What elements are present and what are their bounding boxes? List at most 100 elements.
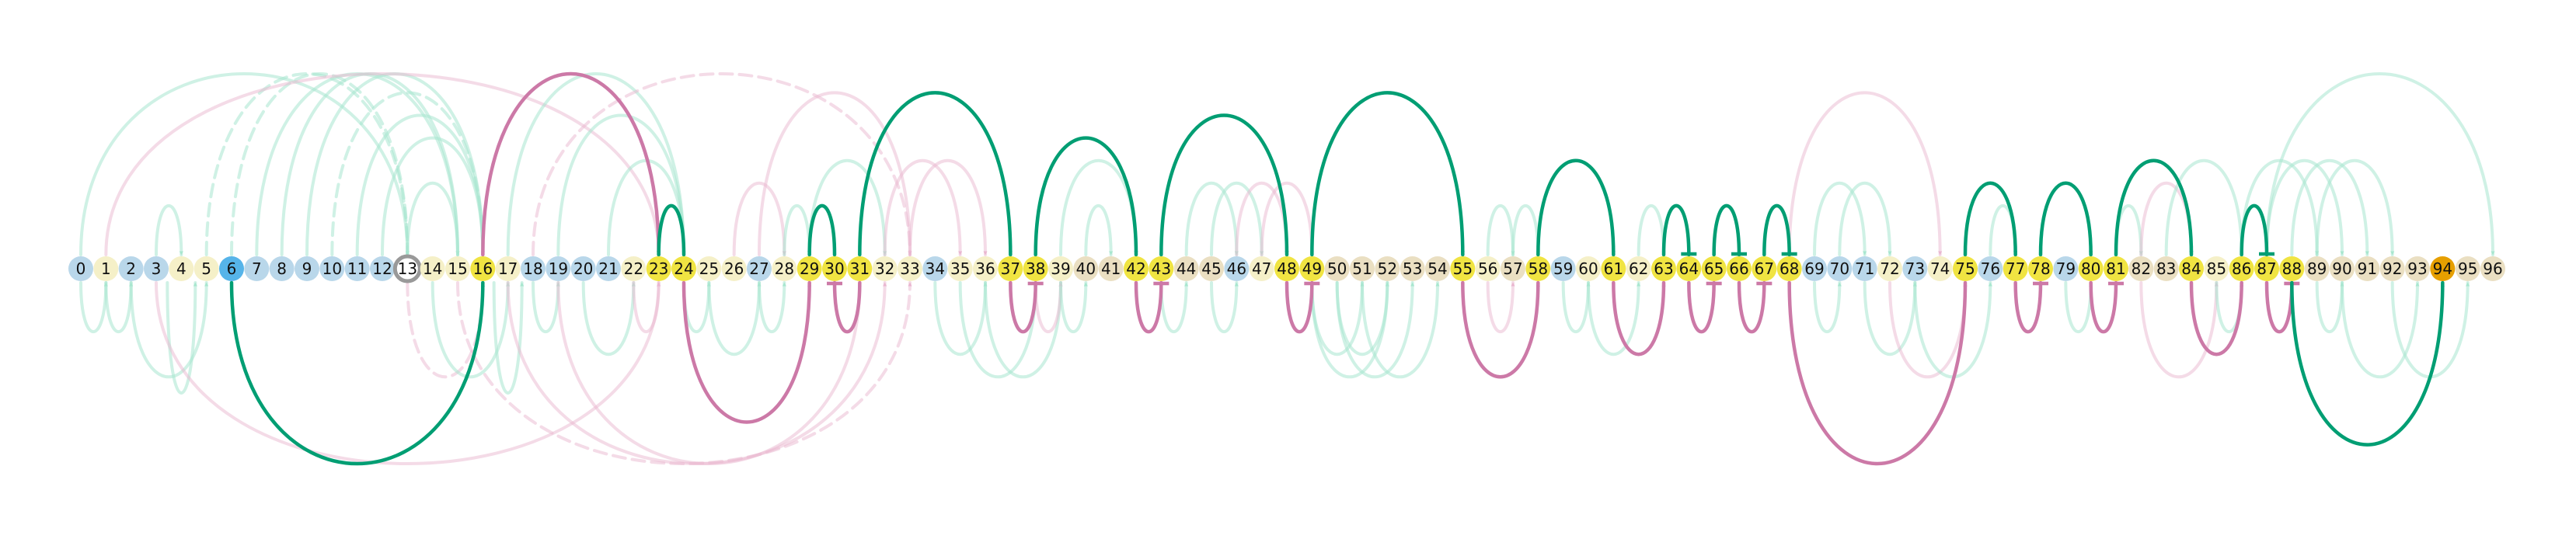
node-47: 47	[1249, 256, 1274, 281]
node-label: 32	[875, 259, 894, 278]
node-69: 69	[1802, 256, 1827, 281]
node-circle	[1299, 256, 1325, 281]
node-circle	[696, 256, 722, 281]
node-circle	[1098, 256, 1124, 281]
node-label: 70	[1830, 259, 1849, 278]
edge-84-86	[2189, 280, 2244, 356]
node-70: 70	[1827, 256, 1853, 281]
node-label: 56	[1478, 259, 1497, 278]
node-circle	[947, 256, 973, 281]
node-7: 7	[244, 256, 270, 281]
node-label: 50	[1327, 259, 1347, 278]
edge-78-80	[2038, 181, 2093, 257]
node-label: 66	[1729, 259, 1748, 278]
faint-edge-0-13	[79, 72, 410, 256]
node-circle	[1048, 256, 1073, 281]
node-circle	[319, 256, 345, 281]
node-circle	[1249, 256, 1274, 281]
node-label: 37	[1001, 259, 1020, 278]
edge-64-65	[1687, 280, 1716, 334]
node-label: 92	[2383, 259, 2402, 278]
node-label: 26	[724, 259, 744, 278]
node-circle	[872, 256, 898, 281]
edge-55-58	[1461, 280, 1540, 379]
node-circle	[420, 256, 445, 281]
node-circle	[295, 256, 319, 281]
node-label: 3	[152, 259, 162, 278]
node-52: 52	[1375, 256, 1400, 281]
faint-edge-89-92	[2315, 158, 2395, 256]
node-74: 74	[1927, 256, 1953, 281]
edge-37-38	[1009, 280, 1037, 334]
node-8: 8	[269, 256, 295, 281]
node-label: 79	[2056, 259, 2076, 278]
node-label: 77	[2006, 259, 2025, 278]
node-label: 42	[1126, 259, 1145, 278]
node-27: 27	[747, 256, 772, 281]
faint-edge-12-16	[381, 136, 485, 256]
node-72: 72	[1877, 256, 1902, 281]
node-43: 43	[1149, 256, 1174, 281]
node-circle	[1776, 256, 1802, 281]
node-label: 24	[674, 259, 693, 278]
node-82: 82	[2128, 256, 2154, 281]
node-41: 41	[1098, 256, 1124, 281]
node-label: 12	[372, 259, 392, 278]
node-label: 55	[1453, 259, 1473, 278]
node-circle	[546, 256, 571, 281]
node-circle	[68, 256, 93, 281]
edge-68-75	[1787, 280, 1968, 466]
node-6: 6	[219, 256, 244, 281]
faint-edge-22-23	[632, 281, 661, 333]
node-circle	[1149, 256, 1174, 281]
node-label: 54	[1427, 259, 1447, 278]
node-circle	[2078, 256, 2104, 281]
node-circle	[169, 256, 194, 281]
node-circle	[1073, 256, 1099, 281]
node-13: 13	[392, 254, 422, 283]
node-label: 80	[2081, 259, 2100, 278]
node-label: 68	[1779, 259, 1799, 278]
node-label: 60	[1578, 259, 1598, 278]
node-89: 89	[2304, 256, 2330, 281]
node-label: 57	[1503, 259, 1522, 278]
node-label: 0	[76, 259, 86, 278]
node-circle	[2455, 256, 2480, 281]
node-39: 39	[1048, 256, 1073, 281]
faint-edge-13-15	[406, 181, 460, 256]
edge-24-29	[681, 280, 812, 424]
node-label: 19	[549, 259, 568, 278]
node-45: 45	[1199, 256, 1224, 281]
node-78: 78	[2028, 256, 2053, 281]
faint-edge-3-4	[155, 204, 183, 256]
node-32: 32	[872, 256, 898, 281]
node-circle	[2053, 256, 2079, 281]
faint-edge-18-19	[532, 281, 560, 333]
node-81: 81	[2104, 256, 2128, 281]
faint-edge-17-24	[506, 72, 686, 256]
node-label: 64	[1679, 259, 1699, 278]
node-label: 40	[1076, 259, 1096, 278]
node-80: 80	[2078, 256, 2104, 281]
edge-65-66	[1712, 203, 1741, 257]
node-circle	[1400, 256, 1425, 281]
node-33: 33	[898, 256, 922, 281]
node-label: 29	[800, 259, 819, 278]
node-label: 65	[1704, 259, 1724, 278]
node-label: 93	[2407, 259, 2427, 278]
faint-edge-86-89	[2240, 158, 2320, 256]
edge-87-88	[2264, 280, 2294, 334]
node-label: 46	[1227, 259, 1246, 278]
node-circle	[2204, 256, 2229, 281]
node-circle	[772, 256, 797, 281]
faint-edge-47-49	[1260, 181, 1314, 256]
node-label: 67	[1755, 259, 1774, 278]
faint-edge-36-39	[984, 281, 1063, 379]
node-76: 76	[1978, 256, 2003, 281]
node-layer: 0 1 2 3 4 5 6 7 8 9 10 11 12 13 14 15 16 17 18 19 20 21 22 23 24…	[68, 254, 2505, 283]
node-61: 61	[1601, 256, 1626, 281]
node-label: 34	[925, 259, 945, 278]
faint-edge-33-36	[908, 158, 988, 256]
edge-80-81	[2089, 280, 2118, 334]
node-53: 53	[1400, 256, 1425, 281]
